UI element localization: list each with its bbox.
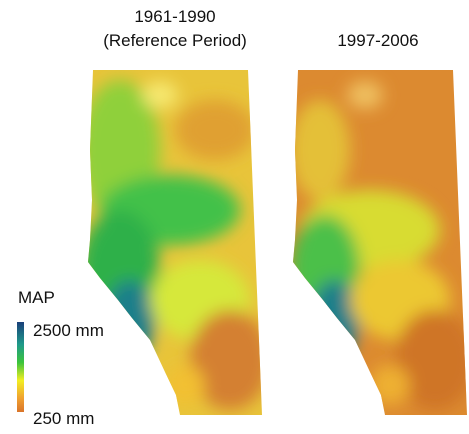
legend-title: MAP (18, 288, 55, 307)
legend-colorbar (17, 322, 24, 412)
panel-title: 1961-1990 (134, 7, 215, 26)
panel-title: (Reference Period) (103, 31, 247, 50)
map-reference (88, 70, 262, 415)
map-recent (293, 70, 467, 415)
legend-label: 2500 mm (33, 321, 104, 340)
legend-label: 250 mm (33, 409, 94, 428)
panel-title: 1997-2006 (337, 31, 418, 50)
